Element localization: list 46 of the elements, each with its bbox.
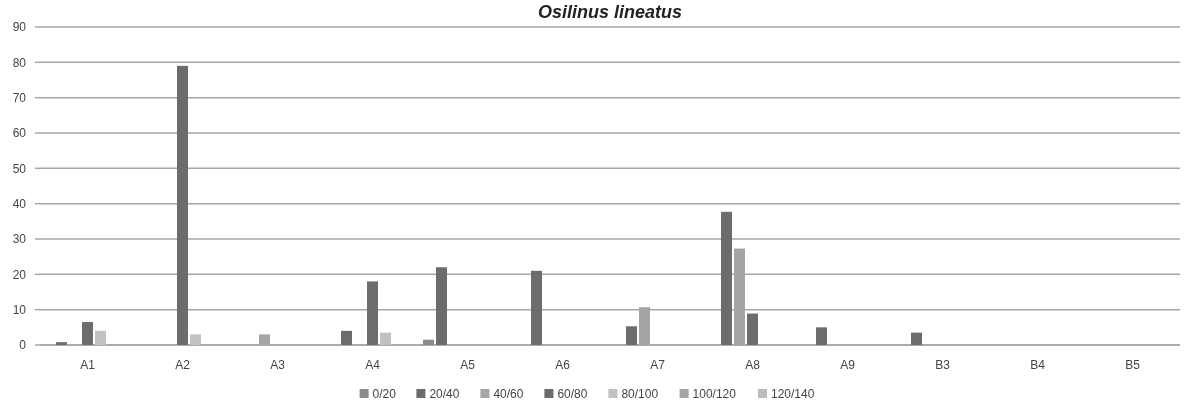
bar [190,334,201,345]
x-tick-label: B5 [1125,358,1141,372]
bar [82,322,93,345]
y-tick-label: 20 [12,267,27,282]
x-tick-label: A6 [555,358,571,372]
legend-label: 100/120 [692,387,737,401]
legend-label: 0/20 [372,387,397,401]
x-tick-label: A4 [365,358,381,372]
x-tick-label: A8 [745,358,761,372]
bar [341,330,352,345]
x-tick-label: A3 [270,358,286,372]
y-tick-label: 80 [12,55,27,70]
bar [721,211,732,345]
bar [816,327,827,345]
x-tick-label: A5 [460,358,476,372]
y-tick-label: 10 [12,302,27,317]
bar [436,267,447,345]
y-tick-label: 40 [12,196,27,211]
legend-label: 20/40 [429,387,460,401]
chart-title: Osilinus lineatus [537,2,683,22]
legend-label: 40/60 [493,387,524,401]
bar [911,332,922,345]
y-tick-label: 60 [12,126,27,141]
x-tick-label: A2 [175,358,191,372]
bar [367,281,378,345]
x-tick-label: A7 [650,358,666,372]
bar [423,339,434,345]
x-tick-label: A9 [840,358,856,372]
x-tick-label: B3 [935,358,951,372]
bar [747,313,758,345]
x-tick-label: B4 [1030,358,1046,372]
bar [95,330,106,345]
bar [177,65,188,345]
bar [56,342,67,345]
y-tick-label: 90 [12,20,27,35]
bar [626,326,637,345]
legend-label: 80/100 [621,387,659,401]
bar [380,332,391,345]
legend-label: 60/80 [557,387,588,401]
x-tick-label: A1 [80,358,96,372]
y-tick-label: 70 [12,90,27,105]
legend-label: 120/140 [771,387,815,401]
y-tick-label: 0 [19,338,27,353]
y-tick-label: 50 [12,161,27,176]
bar [531,270,542,345]
y-tick-label: 30 [12,232,27,247]
